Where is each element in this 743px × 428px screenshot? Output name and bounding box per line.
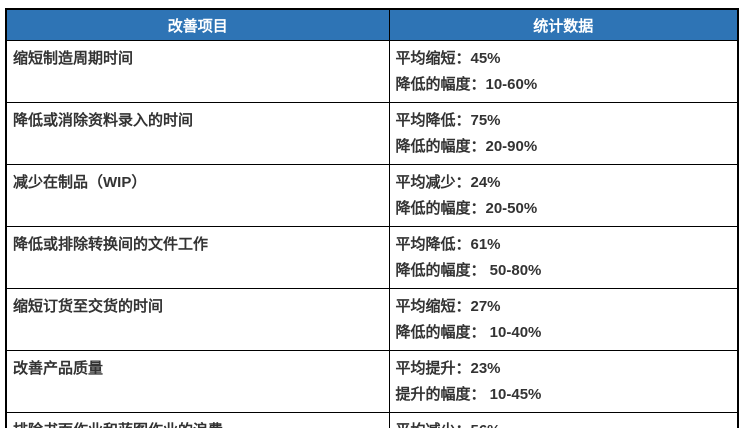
statistics-cell: 平均降低：61% 降低的幅度： 50-80% xyxy=(388,226,739,289)
statistics-cell: 平均缩短：45% 降低的幅度：10-60% xyxy=(388,40,739,103)
table-row: 减少在制品（WIP） 平均减少：24% 降低的幅度：20-50% xyxy=(5,164,739,227)
table-row: 改善产品质量 平均提升：23% 提升的幅度： 10-45% xyxy=(5,350,739,413)
improvement-item-cell: 降低或消除资料录入的时间 xyxy=(5,102,390,165)
table-row: 缩短制造周期时间 平均缩短：45% 降低的幅度：10-60% xyxy=(5,40,739,103)
improvement-item-cell: 缩短订货至交货的时间 xyxy=(5,288,390,351)
statistics-cell: 平均减少：24% 降低的幅度：20-50% xyxy=(388,164,739,227)
table-row: 排除书面作业和蓝图作业的浪费 平均减少：56% 降低的幅度： 30-80% xyxy=(5,412,739,428)
stat-average-line: 平均减少：56% xyxy=(396,418,732,428)
stat-range-line: 降低的幅度：20-90% xyxy=(395,138,538,155)
stat-average-line: 平均缩短：45% xyxy=(395,50,501,67)
stat-average-line: 平均减少：24% xyxy=(395,174,501,191)
header-improvement-items: 改善项目 xyxy=(5,8,390,41)
stat-average-line: 平均提升：23% xyxy=(395,360,501,377)
statistics-cell: 平均提升：23% 提升的幅度： 10-45% xyxy=(388,350,739,413)
stat-range-line: 降低的幅度： 50-80% xyxy=(395,262,542,279)
header-statistics: 统计数据 xyxy=(388,8,739,41)
improvement-item-cell: 改善产品质量 xyxy=(5,350,390,413)
stat-range-line: 降低的幅度：10-60% xyxy=(395,76,538,93)
stat-range-line: 降低的幅度： 10-40% xyxy=(395,324,542,341)
statistics-cell: 平均缩短：27% 降低的幅度： 10-40% xyxy=(388,288,739,351)
table-row: 缩短订货至交货的时间 平均缩短：27% 降低的幅度： 10-40% xyxy=(5,288,739,351)
improvement-stats-table: 改善项目 统计数据 缩短制造周期时间 平均缩短：45% 降低的幅度：10-60%… xyxy=(5,8,739,428)
improvement-item-cell: 降低或排除转换间的文件工作 xyxy=(5,226,390,289)
improvement-item-cell: 缩短制造周期时间 xyxy=(5,40,390,103)
statistics-cell: 平均降低：75% 降低的幅度：20-90% xyxy=(388,102,739,165)
improvement-item-cell: 减少在制品（WIP） xyxy=(5,164,390,227)
table-row: 降低或排除转换间的文件工作 平均降低：61% 降低的幅度： 50-80% xyxy=(5,226,739,289)
stat-range-line: 降低的幅度：20-50% xyxy=(395,200,538,217)
header-row: 改善项目 统计数据 xyxy=(5,8,739,41)
table-row: 降低或消除资料录入的时间 平均降低：75% 降低的幅度：20-90% xyxy=(5,102,739,165)
stat-range-line: 提升的幅度： 10-45% xyxy=(395,386,542,403)
improvement-item-cell: 排除书面作业和蓝图作业的浪费 xyxy=(5,412,390,428)
stat-average-line: 平均降低：75% xyxy=(395,112,501,129)
stat-average-line: 平均缩短：27% xyxy=(395,298,501,315)
statistics-cell: 平均减少：56% 降低的幅度： 30-80% xyxy=(388,412,739,428)
stat-average-line: 平均降低：61% xyxy=(395,236,501,253)
